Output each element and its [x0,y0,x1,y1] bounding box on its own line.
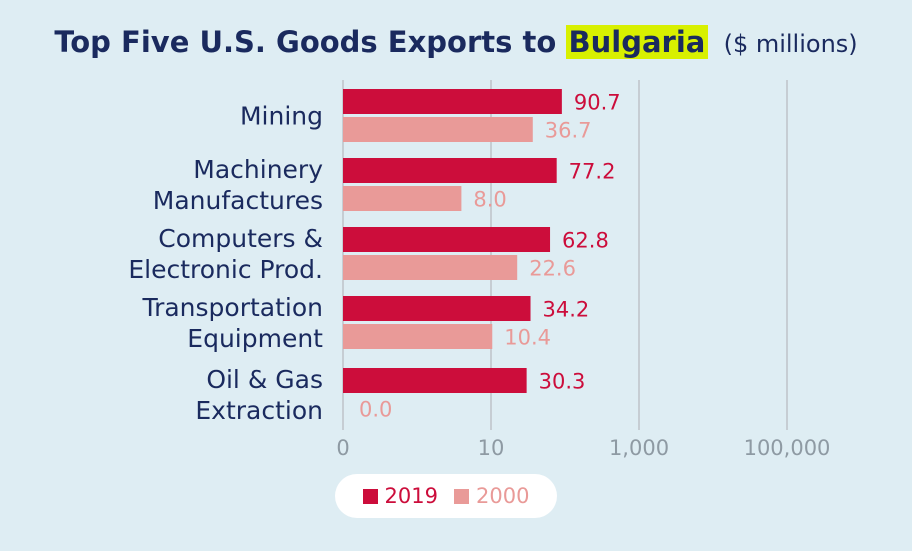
legend-swatch-2000 [454,488,469,504]
legend: 2019 2000 [335,474,557,518]
bar-2000 [343,255,518,280]
legend-label-2000: 2000 [476,484,530,508]
legend-item-2019: 2019 [362,484,438,508]
data-label-2000: 0.0 [359,398,392,422]
bar-chart: 0 10 1,000 100,000 Mining 90.7 36.7 MachineryMa… [128,80,831,460]
bar-2019 [343,227,551,252]
legend-item-2000: 2000 [454,484,529,508]
title-unit: ($ millions) [723,30,858,58]
category-label: Extraction [195,396,323,425]
data-label-2000: 36.7 [545,119,592,143]
category-label: Electronic Prod. [128,255,323,284]
data-label-2000: 22.6 [529,257,576,281]
x-tick-label: 1,000 [609,436,669,460]
bar-2019 [343,89,562,114]
category-label: Mining [240,102,323,131]
data-label-2000: 8.0 [473,188,506,212]
category-label: Equipment [187,324,323,353]
data-label-2019: 62.8 [562,229,609,253]
chart-title: Top Five U.S. Goods Exports to Bulgaria … [0,22,912,64]
bar-2019 [343,158,557,183]
legend-swatch-2019 [362,488,378,504]
category-label: Oil & Gas [206,365,323,394]
title-highlight: Bulgaria [565,25,709,59]
bar-2019 [343,296,531,321]
data-label-2019: 77.2 [569,160,616,184]
data-label-2000: 10.4 [504,326,551,350]
x-tick-label: 100,000 [744,436,831,460]
bar-2019 [343,368,527,393]
data-label-2019: 34.2 [543,298,590,322]
category-label: Transportation [141,293,323,322]
data-label-2019: 30.3 [539,370,586,394]
x-tick-label: 0 [336,436,349,460]
data-label-2019: 90.7 [574,91,621,115]
title-main: Top Five U.S. Goods Exports to [54,25,557,59]
category-label: Manufactures [153,186,323,215]
legend-label-2019: 2019 [384,484,438,508]
bar-2000 [343,324,493,349]
x-tick-label: 10 [478,436,505,460]
bar-2000 [343,186,462,211]
category-label: Machinery [193,155,323,184]
bar-2000 [343,117,533,142]
category-label: Computers & [158,224,323,253]
